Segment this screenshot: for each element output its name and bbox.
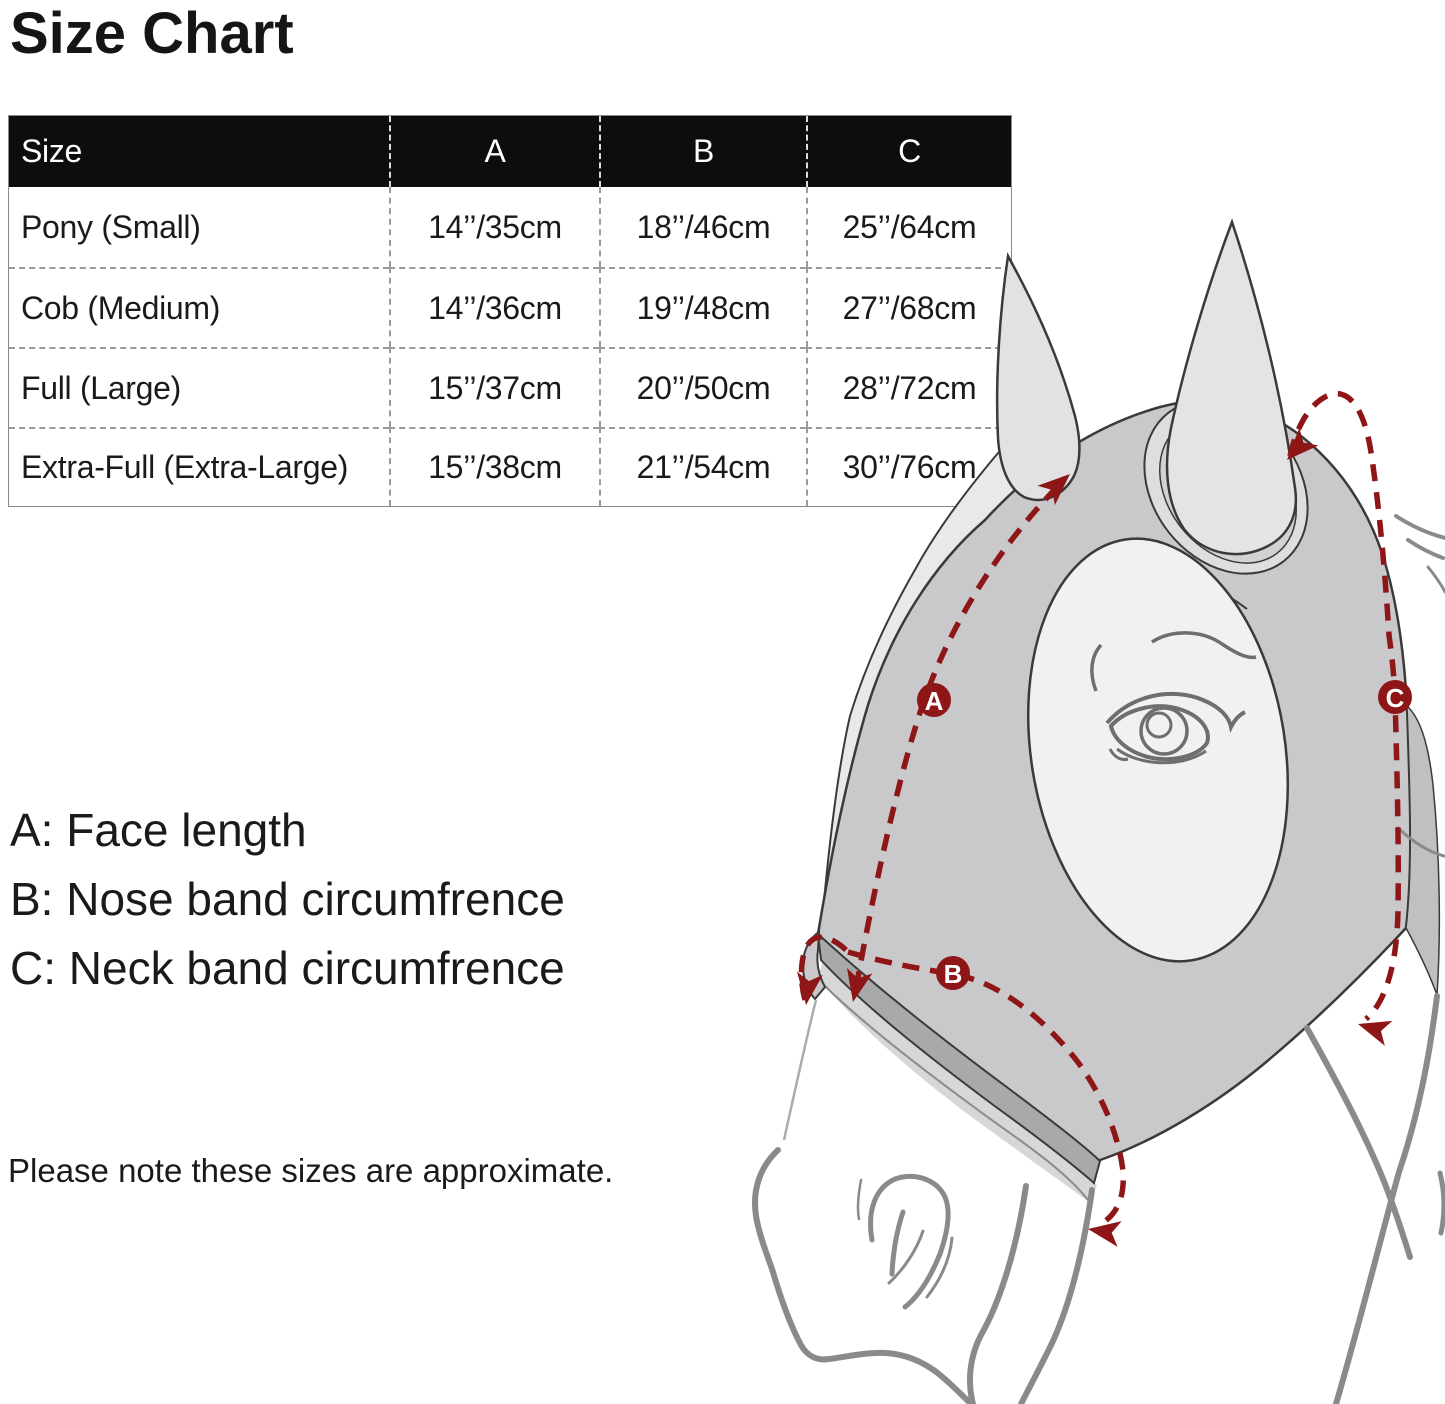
badge-c [1378,680,1412,714]
measurement-arrows [798,390,1402,1229]
mane-wisp [1406,538,1445,560]
page-title: Size Chart [10,1,294,66]
badge-a [917,683,951,717]
measurement-arrow-b [847,949,1127,1229]
mask-back-strip [1405,704,1441,996]
legend-line-c: C: Neck band circumfrence [10,942,565,994]
far-cheek [818,443,1072,1052]
value-cell-b: 18’’/46cm [599,187,806,267]
fly-mask [816,399,1412,1163]
size-cell: Cob (Medium) [9,267,389,347]
arrowhead [1037,474,1070,506]
arrowhead [796,971,823,1005]
value-cell-c: 27’’/68cm [806,267,1011,347]
nose-band-shadow [818,960,1097,1202]
mask-seam [1035,574,1248,649]
nose-band-tip-flap [801,930,827,1001]
value-cell-b: 19’’/48cm [599,267,806,347]
legend-line-b: B: Nose band circumfrence [10,873,565,925]
right-ear-cover [1165,218,1298,556]
badge-a-letter: A [925,686,944,716]
ear-cover-ring [1143,399,1309,575]
value-cell-a: 14’’/36cm [389,267,599,347]
badge-b-letter: B [944,959,963,989]
measurement-arrow-b-loop [798,934,848,1001]
value-cell-b: 20’’/50cm [599,347,806,427]
size-cell: Extra-Full (Extra-Large) [9,427,389,506]
nose-band-shadow-edge [818,979,1089,1201]
neck-sketch [1304,514,1445,1404]
size-cell: Pony (Small) [21,208,201,245]
value-cell-b: 21’’/54cm [599,427,806,506]
arrowheads [796,427,1393,1247]
legend-line-a: A: Face length [10,804,307,856]
mane-wisp [1394,514,1445,540]
value-cell-c: 25’’/64cm [806,187,1011,267]
arrowhead [1088,1221,1122,1247]
value-cell-a: 15’’/38cm [389,427,599,506]
jaw-edge-thin [782,999,818,1141]
column-header-b: B [599,116,806,187]
column-header-size: Size [9,116,389,187]
arrowhead [1287,427,1319,460]
nostril [868,1173,951,1310]
value-cell-a: 14’’/35cm [389,187,599,267]
measurement-badges: A B C [917,680,1412,990]
value-cell-c: 28’’/72cm [806,347,1011,427]
ear-cover-ring-inner [1158,416,1298,564]
arrowhead [846,967,873,1002]
value-cell-a: 15’’/37cm [389,347,599,427]
horse-eye [1090,631,1257,765]
mane-wisp [1396,826,1445,858]
column-header-a: A [389,116,599,187]
badge-c-letter: C [1386,683,1405,713]
size-table: Size A B C Pony (Small) 14’’/35cm 18’’/4… [8,115,1012,507]
column-header-c: C [806,116,1011,187]
measurement-arrow-a [853,481,1063,989]
size-cell: Full (Large) [9,347,389,427]
muzzle-sketch [752,1147,1095,1404]
badge-b [936,956,970,990]
measurement-arrow-c [1287,390,1402,1022]
nose-band [816,931,1102,1185]
approximate-sizes-note: Please note these sizes are approximate. [8,1152,614,1189]
arrowhead [1358,1020,1393,1046]
eye-hole [1026,537,1290,963]
mane-wisp [1426,565,1445,594]
measurement-legend: A: Face length B: Nose band circumfrence… [10,796,565,1003]
value-cell-c: 30’’/76cm [806,427,1011,506]
